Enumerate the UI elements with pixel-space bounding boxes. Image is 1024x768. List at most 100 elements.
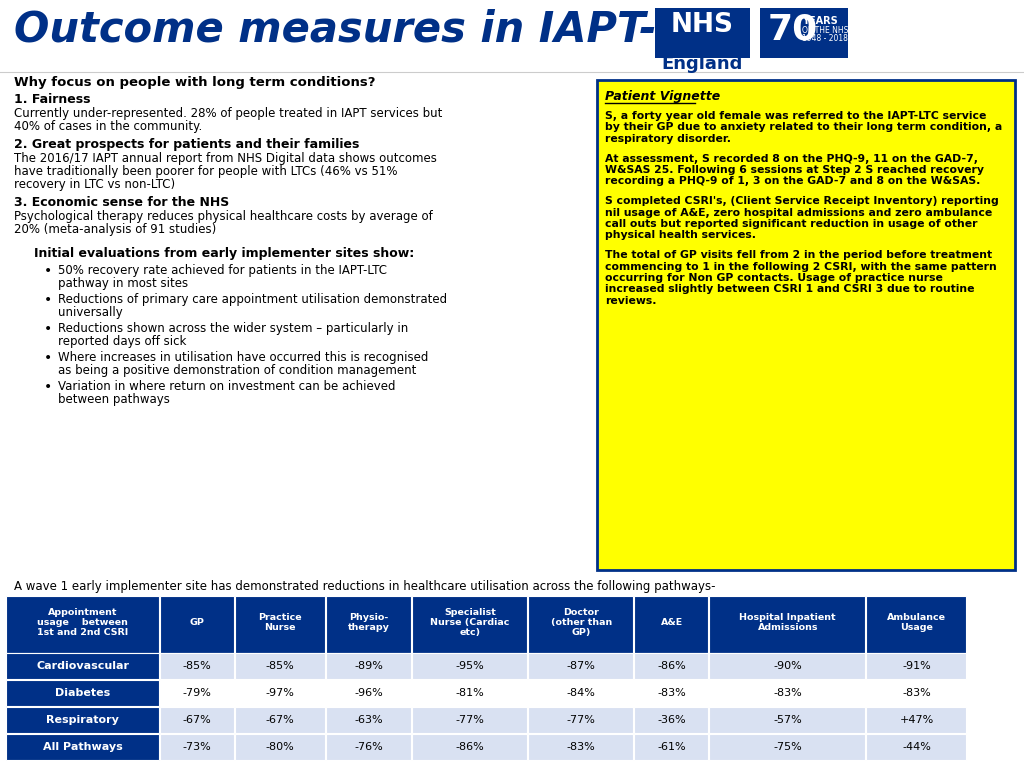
Text: •: • — [44, 322, 52, 336]
Text: 40% of cases in the community.: 40% of cases in the community. — [14, 120, 203, 133]
Text: A&E: A&E — [660, 618, 683, 627]
Text: -81%: -81% — [456, 688, 484, 698]
Text: -83%: -83% — [902, 688, 931, 698]
Text: reviews.: reviews. — [605, 296, 656, 306]
Text: have traditionally been poorer for people with LTCs (46% vs 51%: have traditionally been poorer for peopl… — [14, 165, 397, 178]
Text: -89%: -89% — [354, 661, 383, 671]
Text: -95%: -95% — [456, 661, 484, 671]
Text: by their GP due to anxiety related to their long term condition, a: by their GP due to anxiety related to th… — [605, 123, 1002, 133]
Text: The total of GP visits fell from 2 in the period before treatment: The total of GP visits fell from 2 in th… — [605, 250, 992, 260]
Text: Psychological therapy reduces physical healthcare costs by average of: Psychological therapy reduces physical h… — [14, 210, 433, 223]
Bar — [635, 680, 709, 706]
Text: -61%: -61% — [657, 742, 686, 752]
Bar — [866, 680, 967, 706]
Bar — [528, 596, 634, 653]
Text: recovery in LTC vs non-LTC): recovery in LTC vs non-LTC) — [14, 178, 175, 191]
Text: At assessment, S recorded 8 on the PHQ-9, 11 on the GAD-7,: At assessment, S recorded 8 on the PHQ-9… — [605, 154, 978, 164]
Text: •: • — [44, 264, 52, 278]
Text: physical health services.: physical health services. — [605, 230, 756, 240]
Text: Diabetes: Diabetes — [55, 688, 111, 698]
Text: Currently under-represented. 28% of people treated in IAPT services but: Currently under-represented. 28% of peop… — [14, 107, 442, 120]
Text: Practice
Nurse: Practice Nurse — [258, 613, 302, 632]
Text: YEARS: YEARS — [802, 16, 838, 26]
Bar — [710, 653, 865, 679]
Bar — [234, 734, 325, 760]
Text: Initial evaluations from early implementer sites show:: Initial evaluations from early implement… — [34, 247, 415, 260]
Text: -90%: -90% — [773, 661, 802, 671]
Bar — [160, 734, 233, 760]
Bar — [710, 596, 865, 653]
Bar — [326, 680, 411, 706]
Text: -83%: -83% — [773, 688, 802, 698]
Bar — [234, 707, 325, 733]
Text: nil usage of A&E, zero hospital admissions and zero ambulance: nil usage of A&E, zero hospital admissio… — [605, 207, 992, 217]
Text: -83%: -83% — [657, 688, 686, 698]
Bar — [234, 680, 325, 706]
Text: England: England — [662, 55, 742, 73]
Text: 1. Fairness: 1. Fairness — [14, 93, 90, 106]
Text: between pathways: between pathways — [58, 393, 170, 406]
Text: as being a positive demonstration of condition management: as being a positive demonstration of con… — [58, 364, 417, 377]
Text: 2. Great prospects for patients and their families: 2. Great prospects for patients and thei… — [14, 138, 359, 151]
Bar — [412, 653, 527, 679]
Text: reported days off sick: reported days off sick — [58, 335, 186, 348]
Bar — [234, 596, 325, 653]
Text: 1948 - 2018: 1948 - 2018 — [802, 34, 848, 43]
Text: -97%: -97% — [266, 688, 295, 698]
Bar — [6, 707, 159, 733]
Text: -67%: -67% — [266, 715, 295, 725]
Bar — [412, 680, 527, 706]
Text: Specialist
Nurse (Cardiac
etc): Specialist Nurse (Cardiac etc) — [430, 607, 510, 637]
Text: +47%: +47% — [900, 715, 934, 725]
Text: -85%: -85% — [266, 661, 295, 671]
Text: -86%: -86% — [657, 661, 686, 671]
Text: 50% recovery rate achieved for patients in the IAPT-LTC: 50% recovery rate achieved for patients … — [58, 264, 387, 277]
Text: -75%: -75% — [773, 742, 802, 752]
Bar — [326, 596, 411, 653]
Bar — [866, 734, 967, 760]
Bar — [866, 707, 967, 733]
Bar — [710, 734, 865, 760]
Text: Respiratory: Respiratory — [46, 715, 120, 725]
Text: -57%: -57% — [773, 715, 802, 725]
Text: commencing to 1 in the following 2 CSRI, with the same pattern: commencing to 1 in the following 2 CSRI,… — [605, 261, 996, 272]
Text: Where increases in utilisation have occurred this is recognised: Where increases in utilisation have occu… — [58, 351, 428, 364]
Text: -73%: -73% — [183, 742, 212, 752]
Bar — [597, 80, 1015, 570]
Text: -77%: -77% — [456, 715, 484, 725]
Text: Physio-
therapy: Physio- therapy — [348, 613, 390, 632]
Text: -84%: -84% — [567, 688, 596, 698]
Text: A wave 1 early implementer site has demonstrated reductions in healthcare utilis: A wave 1 early implementer site has demo… — [14, 580, 716, 593]
Text: -80%: -80% — [266, 742, 295, 752]
Bar — [160, 596, 233, 653]
Text: Ambulance
Usage: Ambulance Usage — [888, 613, 946, 632]
Bar — [635, 653, 709, 679]
Text: 20% (meta-analysis of 91 studies): 20% (meta-analysis of 91 studies) — [14, 223, 216, 236]
Text: Hospital Inpatient
Admissions: Hospital Inpatient Admissions — [739, 613, 836, 632]
Text: Cardiovascular: Cardiovascular — [37, 661, 129, 671]
Text: recording a PHQ-9 of 1, 3 on the GAD-7 and 8 on the W&SAS.: recording a PHQ-9 of 1, 3 on the GAD-7 a… — [605, 177, 980, 187]
Bar — [635, 707, 709, 733]
Bar — [866, 653, 967, 679]
Bar — [710, 680, 865, 706]
Bar — [528, 680, 634, 706]
Text: respiratory disorder.: respiratory disorder. — [605, 134, 731, 144]
Text: Doctor
(other than
GP): Doctor (other than GP) — [551, 607, 612, 637]
Text: -85%: -85% — [183, 661, 212, 671]
Text: W&SAS 25. Following 6 sessions at Step 2 S reached recovery: W&SAS 25. Following 6 sessions at Step 2… — [605, 165, 984, 175]
Text: -67%: -67% — [183, 715, 212, 725]
Bar — [528, 707, 634, 733]
Bar — [412, 707, 527, 733]
Bar — [326, 734, 411, 760]
Text: 70: 70 — [768, 13, 818, 47]
Bar — [760, 8, 848, 58]
Text: -63%: -63% — [354, 715, 383, 725]
Bar — [6, 596, 159, 653]
Text: occurring for Non GP contacts. Usage of practice nurse: occurring for Non GP contacts. Usage of … — [605, 273, 943, 283]
Text: Reductions shown across the wider system – particularly in: Reductions shown across the wider system… — [58, 322, 409, 335]
Text: Why focus on people with long term conditions?: Why focus on people with long term condi… — [14, 76, 376, 89]
Bar — [866, 596, 967, 653]
Text: All Pathways: All Pathways — [43, 742, 123, 752]
Text: call outs but reported significant reduction in usage of other: call outs but reported significant reduc… — [605, 219, 978, 229]
Bar — [160, 653, 233, 679]
